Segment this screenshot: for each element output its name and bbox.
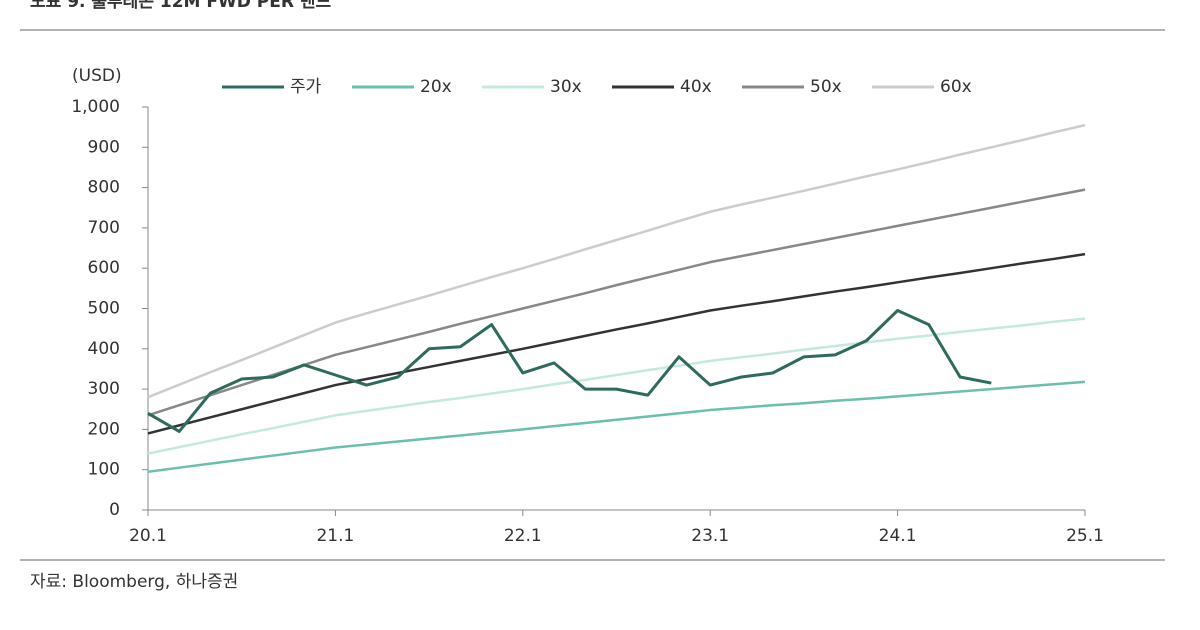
- x-tick-label: 22.1: [504, 526, 542, 546]
- source: 자료: Bloomberg, 하나증권: [30, 572, 238, 592]
- x-tick-label: 20.1: [129, 526, 167, 546]
- x-tick-label: 24.1: [879, 526, 917, 546]
- legend-label: 30x: [550, 77, 582, 97]
- x-tick-label: 25.1: [1066, 526, 1104, 546]
- legend-label: 60x: [940, 77, 972, 97]
- y-tick-label: 200: [88, 419, 120, 439]
- y-tick-label: 400: [88, 339, 120, 359]
- series-line: [147, 123, 1086, 399]
- y-tick-label: 800: [88, 178, 120, 198]
- legend-label: 주가: [290, 77, 322, 97]
- x-tick-label: 21.1: [316, 526, 354, 546]
- y-tick-label: 500: [88, 299, 120, 319]
- chart-title: 도표 9. 룰루레몬 12M FWD PER 밴드: [30, 0, 331, 12]
- y-tick-label: 0: [109, 500, 120, 520]
- x-tick-label: 23.1: [691, 526, 729, 546]
- y-tick-label: 300: [88, 379, 120, 399]
- series-line: [147, 317, 1086, 455]
- legend-label: 50x: [810, 77, 842, 97]
- y-tick-label: 1,000: [71, 97, 120, 117]
- legend-label: 40x: [680, 77, 712, 97]
- series-line: [147, 380, 1086, 473]
- y-tick-label: 900: [88, 137, 120, 157]
- series-line: [147, 309, 992, 433]
- y-tick-label: 700: [88, 218, 120, 238]
- y-tick-label: 600: [88, 258, 120, 278]
- series-line: [147, 252, 1086, 435]
- y-tick-label: 100: [88, 460, 120, 480]
- y-unit: (USD): [72, 66, 122, 86]
- legend-label: 20x: [420, 77, 452, 97]
- series-line: [147, 188, 1086, 417]
